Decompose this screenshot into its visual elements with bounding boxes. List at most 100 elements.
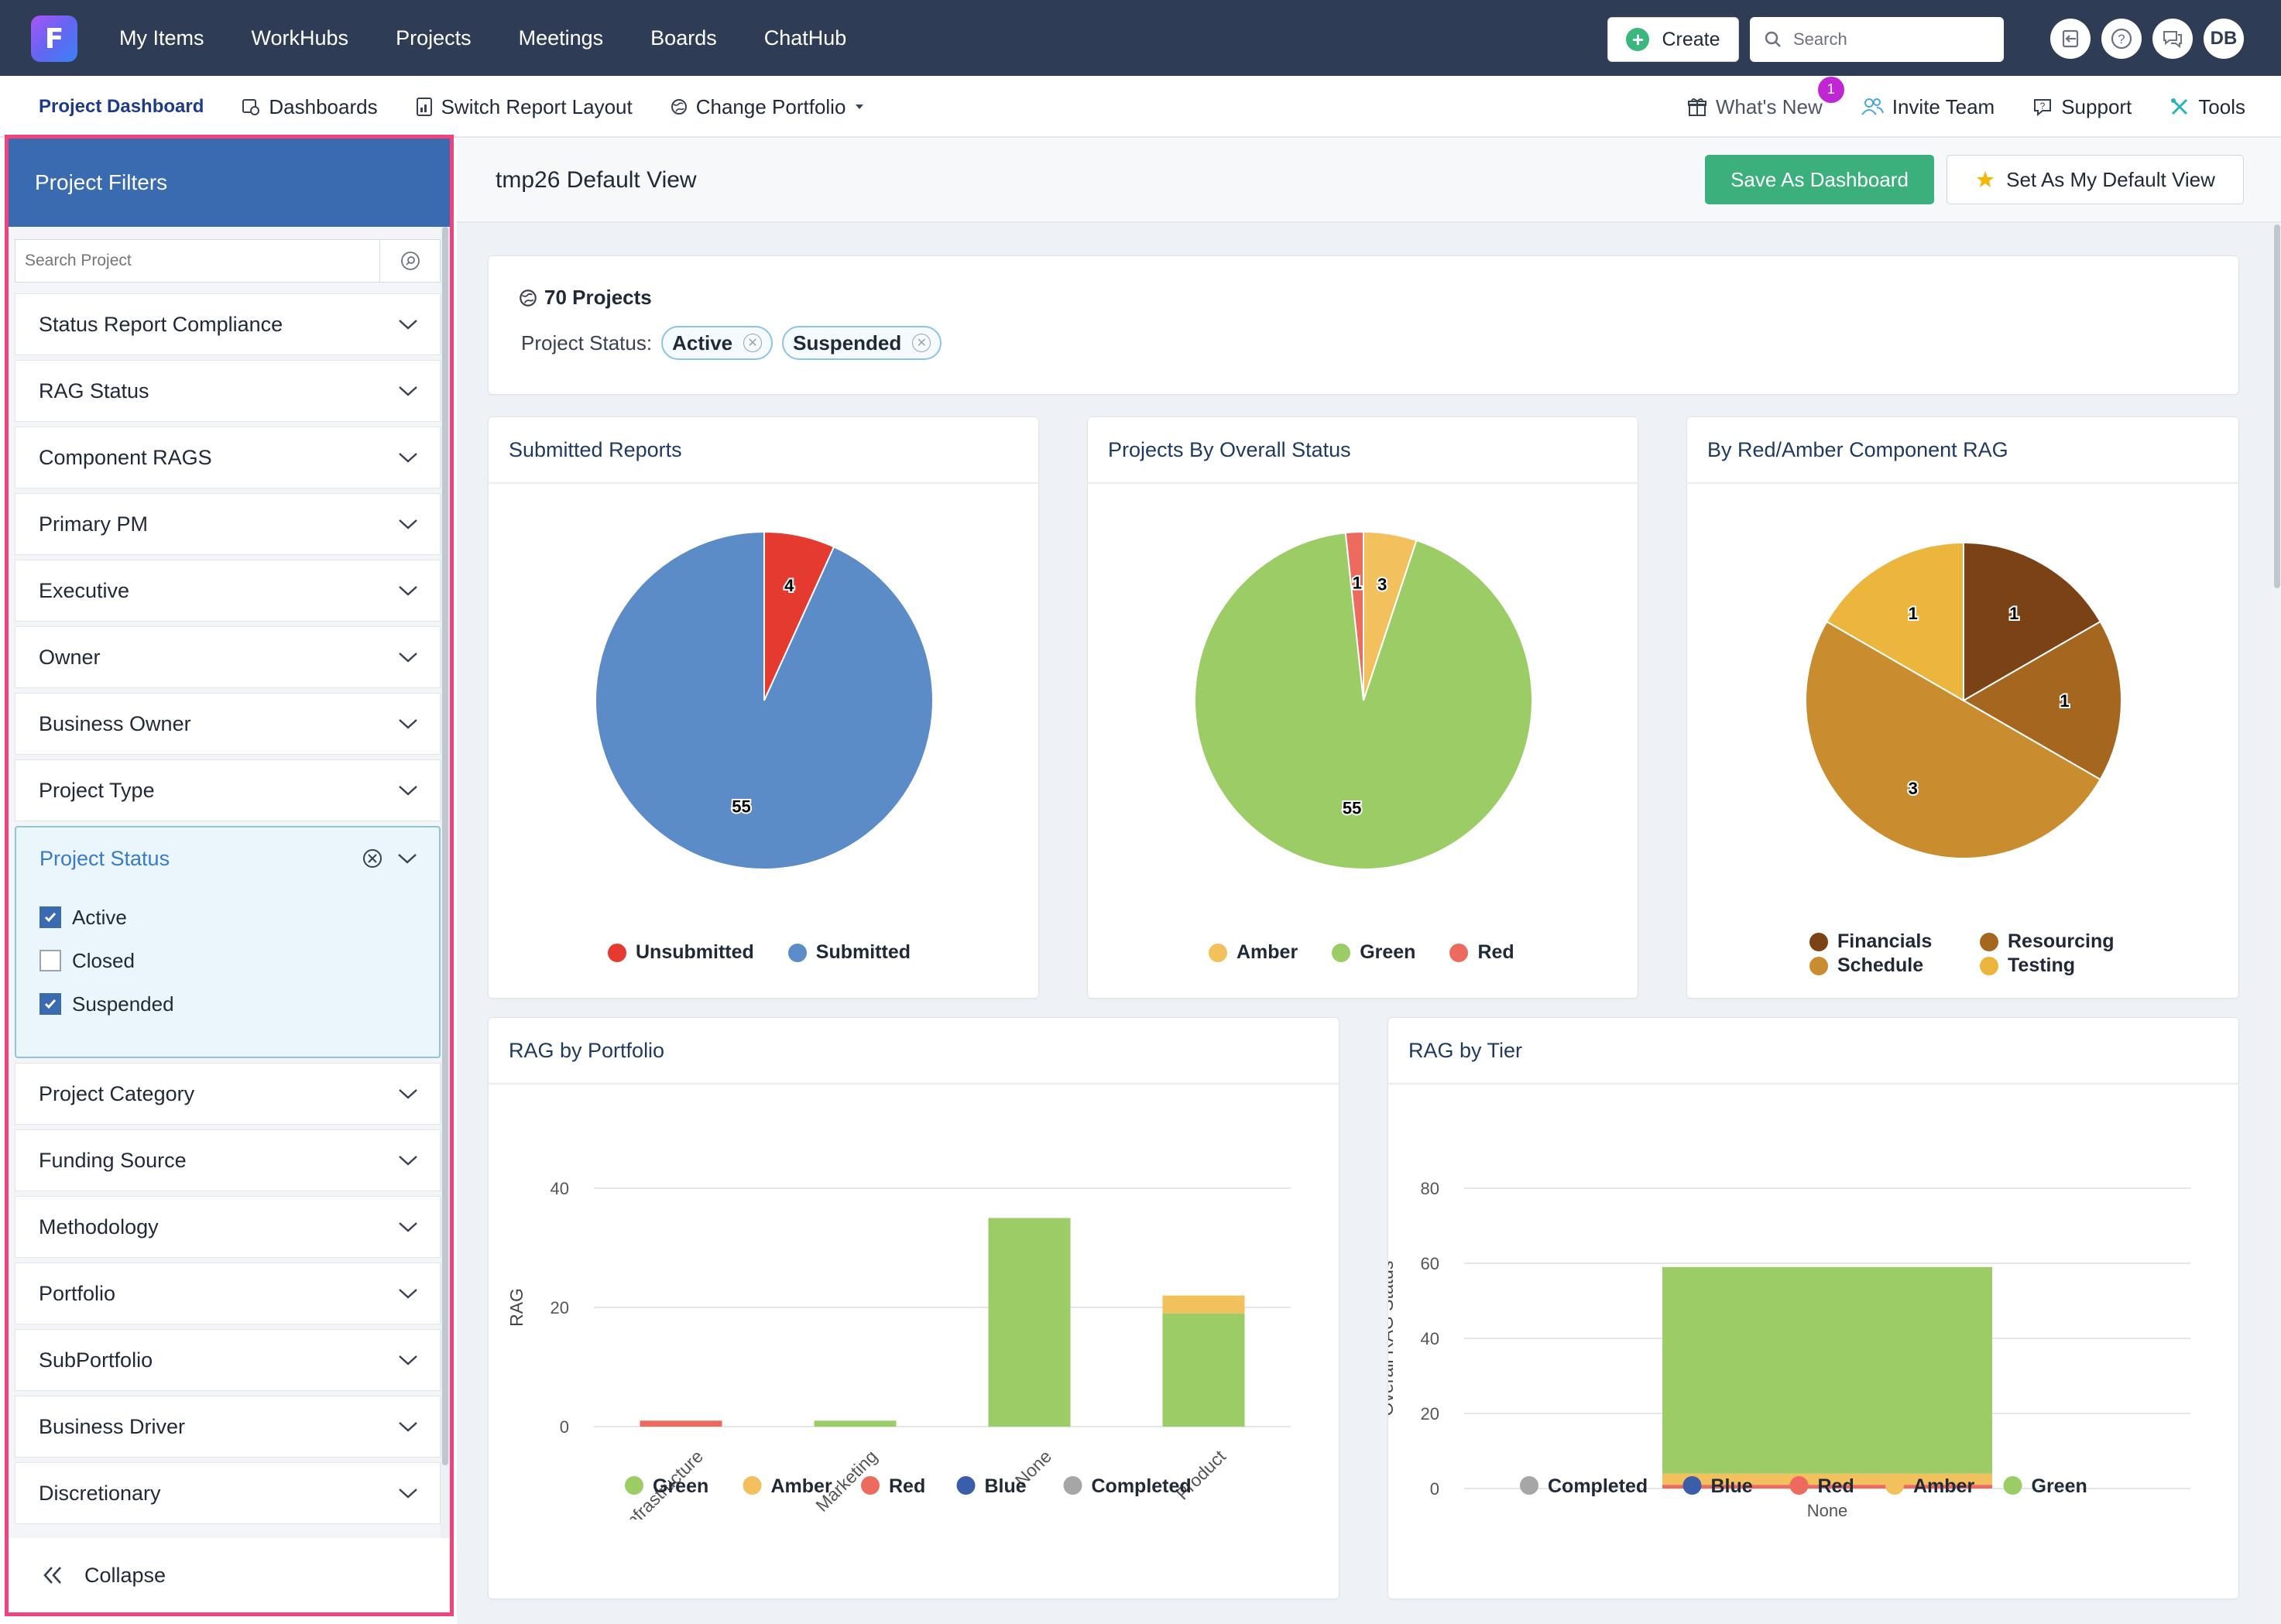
filter-owner[interactable]: Owner: [15, 626, 441, 688]
project-filters-sidebar: Project Filters Status Report Compliance…: [5, 135, 454, 1616]
legend-item[interactable]: Green: [1332, 941, 1415, 964]
legend-item[interactable]: Submitted: [787, 941, 911, 964]
project-search-input[interactable]: [15, 240, 379, 282]
filter-primary-pm[interactable]: Primary PM: [15, 493, 441, 555]
main-scrollbar[interactable]: [2273, 224, 2281, 1624]
filter-rag-status[interactable]: RAG Status: [15, 360, 441, 422]
save-as-dashboard-button[interactable]: Save As Dashboard: [1705, 155, 1934, 204]
nav-my-items[interactable]: My Items: [119, 26, 204, 50]
bar-green-marketing[interactable]: [814, 1420, 897, 1427]
legend-label[interactable]: Red: [889, 1475, 925, 1497]
checkbox-checked[interactable]: [39, 906, 61, 928]
sidebar-scrollbar[interactable]: [441, 227, 450, 1612]
chevron-down-icon[interactable]: [397, 852, 417, 865]
filter-discretionary[interactable]: Discretionary: [15, 1462, 441, 1524]
pie-slice-green[interactable]: [1194, 532, 1533, 870]
global-search-input[interactable]: Search: [1750, 17, 2004, 62]
bar-red-infrastructure[interactable]: [640, 1420, 722, 1427]
status-chip-active[interactable]: Active ✕: [661, 326, 773, 360]
legend-item[interactable]: Testing: [1980, 954, 2150, 977]
checkbox-unchecked[interactable]: [39, 950, 61, 971]
chip-label: Suspended: [793, 331, 902, 355]
collapse-sidebar-button[interactable]: Collapse: [9, 1538, 450, 1612]
app-logo[interactable]: F: [31, 15, 77, 62]
user-avatar[interactable]: DB: [2204, 19, 2244, 59]
option-closed[interactable]: Closed: [16, 939, 439, 982]
legend-item[interactable]: Schedule: [1809, 954, 1980, 977]
support-button[interactable]: ? Support: [2032, 95, 2132, 119]
filter-actions: [362, 848, 417, 869]
tools-button[interactable]: Tools: [2169, 95, 2245, 119]
clear-filter-icon[interactable]: [362, 848, 383, 869]
tab-dashboards[interactable]: Dashboards: [241, 95, 378, 119]
pie-slice-schedule[interactable]: [1805, 620, 2102, 859]
legend-item[interactable]: Amber: [1209, 941, 1298, 964]
legend-item[interactable]: Resourcing: [1980, 930, 2150, 953]
legend-item[interactable]: Unsubmitted: [608, 941, 754, 964]
pie-slice-financials[interactable]: [1963, 541, 2102, 702]
filter-component-rags[interactable]: Component RAGS: [15, 427, 441, 488]
filter-project-category[interactable]: Project Category: [15, 1063, 441, 1125]
filter-project-type[interactable]: Project Type: [15, 759, 441, 821]
gift-icon: [1687, 98, 1706, 116]
filter-project-status-header[interactable]: Project Status: [16, 827, 439, 889]
filter-business-driver[interactable]: Business Driver: [15, 1396, 441, 1458]
option-suspended[interactable]: Suspended: [16, 982, 439, 1026]
legend-label[interactable]: Green: [653, 1475, 708, 1497]
help-icon[interactable]: ?: [2101, 19, 2142, 59]
filter-executive[interactable]: Executive: [15, 560, 441, 622]
chat-icon[interactable]: [2152, 19, 2193, 59]
legend-label[interactable]: Red: [1818, 1475, 1854, 1497]
scrollbar-thumb[interactable]: [442, 227, 448, 1465]
remove-chip-icon[interactable]: ✕: [912, 334, 931, 352]
whats-new-button[interactable]: What's New 1: [1686, 76, 1844, 119]
legend-item[interactable]: Financials: [1809, 930, 1980, 953]
create-button[interactable]: + Create: [1607, 17, 1739, 62]
filter-portfolio[interactable]: Portfolio: [15, 1263, 441, 1324]
invite-team-button[interactable]: Invite Team: [1860, 95, 1995, 119]
nav-meetings[interactable]: Meetings: [518, 26, 604, 50]
y-axis-label: RAG: [506, 1288, 527, 1327]
bar-amber-none[interactable]: [1662, 1473, 1992, 1485]
bar-green-product[interactable]: [1162, 1313, 1245, 1427]
filter-methodology[interactable]: Methodology: [15, 1196, 441, 1258]
pie-slice-resourcing[interactable]: [1962, 620, 2122, 781]
bar-amber-product[interactable]: [1162, 1295, 1245, 1314]
legend-label[interactable]: Blue: [1711, 1475, 1753, 1497]
legend-label[interactable]: Amber: [771, 1475, 832, 1497]
legend-label[interactable]: Blue: [985, 1475, 1027, 1497]
checkbox-checked[interactable]: [39, 993, 61, 1015]
bar-green-none[interactable]: [1662, 1266, 1992, 1474]
bar-red-none[interactable]: [1662, 1485, 1992, 1489]
exit-icon[interactable]: [2050, 19, 2091, 59]
legend-item[interactable]: Red: [1449, 941, 1514, 964]
legend-label[interactable]: Completed: [1092, 1475, 1192, 1497]
nav-chathub[interactable]: ChatHub: [763, 26, 847, 50]
tools-label: Tools: [2198, 94, 2245, 118]
switch-report-layout-button[interactable]: Switch Report Layout: [415, 95, 633, 119]
tab-project-dashboard[interactable]: Project Dashboard: [39, 96, 204, 118]
change-portfolio-dropdown[interactable]: Change Portfolio: [670, 95, 866, 119]
remove-chip-icon[interactable]: ✕: [743, 334, 763, 352]
legend-label[interactable]: Completed: [1548, 1475, 1648, 1497]
chevron-down-icon: [399, 1355, 417, 1365]
set-default-view-button[interactable]: Set As My Default View: [1947, 155, 2244, 204]
nav-projects[interactable]: Projects: [396, 26, 472, 50]
search-submit-button[interactable]: [379, 240, 440, 282]
nav-workhubs[interactable]: WorkHubs: [251, 26, 349, 50]
option-active[interactable]: Active: [16, 896, 439, 939]
collapse-label: Collapse: [84, 1563, 166, 1587]
filter-subportfolio[interactable]: SubPortfolio: [15, 1329, 441, 1391]
filter-business-owner[interactable]: Business Owner: [15, 693, 441, 755]
scrollbar-thumb[interactable]: [2274, 224, 2280, 588]
filter-status-report-compliance[interactable]: Status Report Compliance: [15, 293, 441, 355]
pie-slice-submitted[interactable]: [595, 530, 934, 870]
filter-funding-source[interactable]: Funding Source: [15, 1129, 441, 1191]
bar-green-none[interactable]: [988, 1218, 1071, 1427]
nav-boards[interactable]: Boards: [650, 26, 717, 50]
legend-label[interactable]: Green: [2032, 1475, 2087, 1497]
legend-label[interactable]: Amber: [1913, 1475, 1974, 1497]
status-chip-suspended[interactable]: Suspended ✕: [782, 326, 942, 360]
pie-slice-testing[interactable]: [1825, 541, 1964, 702]
pie-slice-red[interactable]: [1344, 530, 1364, 701]
